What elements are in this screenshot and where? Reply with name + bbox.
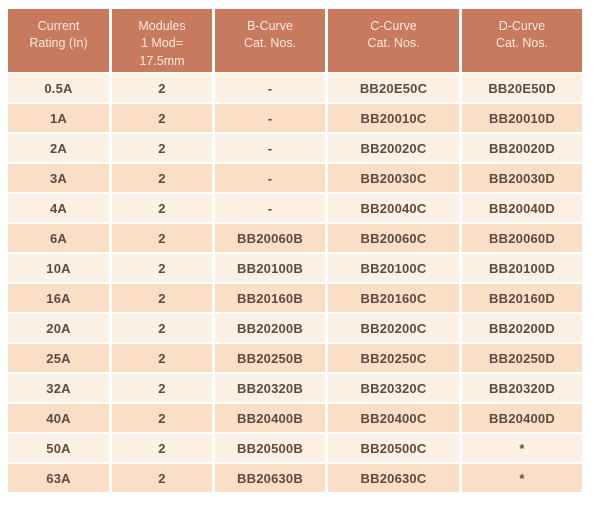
- catalog-table-container: Current Rating (In) Modules 1 Mod= 17.5m…: [5, 7, 585, 494]
- table-cell: BB20040D: [462, 194, 582, 222]
- table-cell: BB20400C: [328, 404, 459, 432]
- table-cell: 3A: [8, 164, 109, 192]
- table-cell: BB20060C: [328, 224, 459, 252]
- table-cell: 16A: [8, 284, 109, 312]
- table-cell: 2: [112, 464, 212, 492]
- table-row: 0.5A 2- BB20E50C BB20E50D: [8, 74, 582, 102]
- table-row: 10A 2 BB20100B BB20100C BB20100D: [8, 254, 582, 282]
- table-cell: 4A: [8, 194, 109, 222]
- column-header-b-curve: B-Curve Cat. Nos.: [215, 9, 325, 72]
- table-cell: -: [215, 164, 325, 192]
- table-cell: BB20040C: [328, 194, 459, 222]
- column-header-c-curve: C-Curve Cat. Nos.: [328, 9, 459, 72]
- column-header-d-curve: D-Curve Cat. Nos.: [462, 9, 582, 72]
- table-row: 40A 2 BB20400B BB20400C BB20400D: [8, 404, 582, 432]
- table-cell: BB20250C: [328, 344, 459, 372]
- table-cell: 2: [112, 254, 212, 282]
- table-cell: BB20E50D: [462, 74, 582, 102]
- table-cell: -: [215, 134, 325, 162]
- table-cell: BB20160C: [328, 284, 459, 312]
- table-row: 50A 2 BB20500B BB20500C *: [8, 434, 582, 462]
- table-cell: -: [215, 104, 325, 132]
- table-cell: 6A: [8, 224, 109, 252]
- table-cell: 2: [112, 104, 212, 132]
- table-cell: 2: [112, 404, 212, 432]
- table-cell: BB20630C: [328, 464, 459, 492]
- column-header-current-rating: Current Rating (In): [8, 9, 109, 72]
- table-cell: 2: [112, 374, 212, 402]
- table-cell: 2: [112, 194, 212, 222]
- table-row: 25A 2 BB20250B BB20250C BB20250D: [8, 344, 582, 372]
- table-cell: 0.5A: [8, 74, 109, 102]
- table-cell: BB20500C: [328, 434, 459, 462]
- table-cell: BB20020D: [462, 134, 582, 162]
- table-body: 0.5A 2- BB20E50C BB20E50D 1A 2- BB20010C BB2001…: [8, 74, 582, 492]
- table-cell: BB20500B: [215, 434, 325, 462]
- table-cell: 50A: [8, 434, 109, 462]
- table-cell: BB20200D: [462, 314, 582, 342]
- table-row: 6A 2 BB20060B BB20060C BB20060D: [8, 224, 582, 252]
- table-cell: BB20060D: [462, 224, 582, 252]
- table-cell: 2A: [8, 134, 109, 162]
- table-cell: *: [462, 434, 582, 462]
- table-cell: BB20010C: [328, 104, 459, 132]
- table-cell: 2: [112, 434, 212, 462]
- table-cell: BB20320C: [328, 374, 459, 402]
- table-cell: BB20400B: [215, 404, 325, 432]
- table-cell: 10A: [8, 254, 109, 282]
- table-cell: 2: [112, 134, 212, 162]
- table-row: 16A 2 BB20160B BB20160C BB20160D: [8, 284, 582, 312]
- table-cell: BB20200B: [215, 314, 325, 342]
- table-cell: BB20160B: [215, 284, 325, 312]
- table-cell: -: [215, 74, 325, 102]
- table-cell: BB20060B: [215, 224, 325, 252]
- table-header: Current Rating (In) Modules 1 Mod= 17.5m…: [8, 9, 582, 72]
- column-header-modules: Modules 1 Mod= 17.5mm: [112, 9, 212, 72]
- table-cell: BB20100C: [328, 254, 459, 282]
- table-row: 63A 2 BB20630B BB20630C *: [8, 464, 582, 492]
- table-cell: BB20010D: [462, 104, 582, 132]
- table-row: 20A 2 BB20200B BB20200C BB20200D: [8, 314, 582, 342]
- table-cell: 2: [112, 284, 212, 312]
- table-cell: 2: [112, 224, 212, 252]
- table-cell: 2: [112, 344, 212, 372]
- table-cell: 20A: [8, 314, 109, 342]
- table-cell: BB20320B: [215, 374, 325, 402]
- table-cell: *: [462, 464, 582, 492]
- table-cell: BB20200C: [328, 314, 459, 342]
- table-row: 2A 2- BB20020C BB20020D: [8, 134, 582, 162]
- table-cell: BB20630B: [215, 464, 325, 492]
- table-cell: BB20250B: [215, 344, 325, 372]
- catalog-table: Current Rating (In) Modules 1 Mod= 17.5m…: [5, 7, 585, 494]
- table-cell: 2: [112, 164, 212, 192]
- table-cell: 63A: [8, 464, 109, 492]
- table-cell: BB20E50C: [328, 74, 459, 102]
- table-cell: BB20320D: [462, 374, 582, 402]
- table-cell: BB20100B: [215, 254, 325, 282]
- table-row: 4A 2- BB20040C BB20040D: [8, 194, 582, 222]
- table-row: 3A 2- BB20030C BB20030D: [8, 164, 582, 192]
- table-cell: 25A: [8, 344, 109, 372]
- table-row: 32A 2 BB20320B BB20320C BB20320D: [8, 374, 582, 402]
- table-cell: 40A: [8, 404, 109, 432]
- table-cell: 1A: [8, 104, 109, 132]
- table-row: 1A 2- BB20010C BB20010D: [8, 104, 582, 132]
- table-cell: BB20020C: [328, 134, 459, 162]
- table-cell: BB20400D: [462, 404, 582, 432]
- table-cell: BB20030D: [462, 164, 582, 192]
- table-cell: BB20030C: [328, 164, 459, 192]
- table-cell: BB20160D: [462, 284, 582, 312]
- table-cell: 32A: [8, 374, 109, 402]
- table-cell: 2: [112, 74, 212, 102]
- table-cell: BB20100D: [462, 254, 582, 282]
- table-cell: BB20250D: [462, 344, 582, 372]
- table-cell: -: [215, 194, 325, 222]
- header-row: Current Rating (In) Modules 1 Mod= 17.5m…: [8, 9, 582, 72]
- table-cell: 2: [112, 314, 212, 342]
